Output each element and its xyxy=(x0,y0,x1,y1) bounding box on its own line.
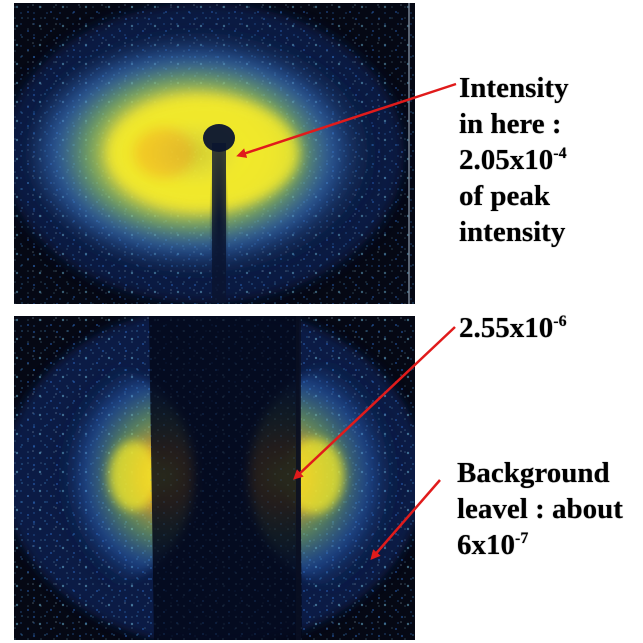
scatter-image-bottom xyxy=(14,316,415,640)
scatter-image-top xyxy=(14,3,415,304)
annotation-top-line4: of peak xyxy=(459,180,551,212)
annotation-peak-intensity: Intensity in here : 2.05x10-4 of peak in… xyxy=(459,70,569,250)
annotation-bg-line2: leavel : about xyxy=(457,493,623,525)
annotation-top-line2: in here : xyxy=(459,108,562,140)
annotation-bg-line1: Background xyxy=(457,457,610,489)
annotation-top-exponent: -4 xyxy=(553,145,567,162)
annotation-top-line1: Intensity xyxy=(459,72,569,104)
annotation-background-level: Background leavel : about 6x10-7 xyxy=(457,455,623,563)
annotation-mid-line: 2.55x10-6 xyxy=(459,310,567,346)
annotation-mid-mantissa: 2.55x10 xyxy=(459,312,554,344)
scatter-image-top-svg xyxy=(14,3,415,304)
annotation-top-mantissa: 2.05x10 xyxy=(459,144,554,176)
scatter-image-bottom-svg xyxy=(14,316,415,640)
annotation-bg-exponent: -7 xyxy=(515,530,529,547)
annotation-edge-intensity: 2.55x10-6 xyxy=(459,310,567,346)
annotation-top-line5: intensity xyxy=(459,216,566,248)
annotation-bg-line3: 6x10-7 xyxy=(457,527,623,563)
annotation-bg-mantissa: 6x10 xyxy=(457,529,515,561)
annotation-mid-exponent: -6 xyxy=(553,313,567,330)
annotation-top-line3: 2.05x10-4 xyxy=(459,142,569,178)
